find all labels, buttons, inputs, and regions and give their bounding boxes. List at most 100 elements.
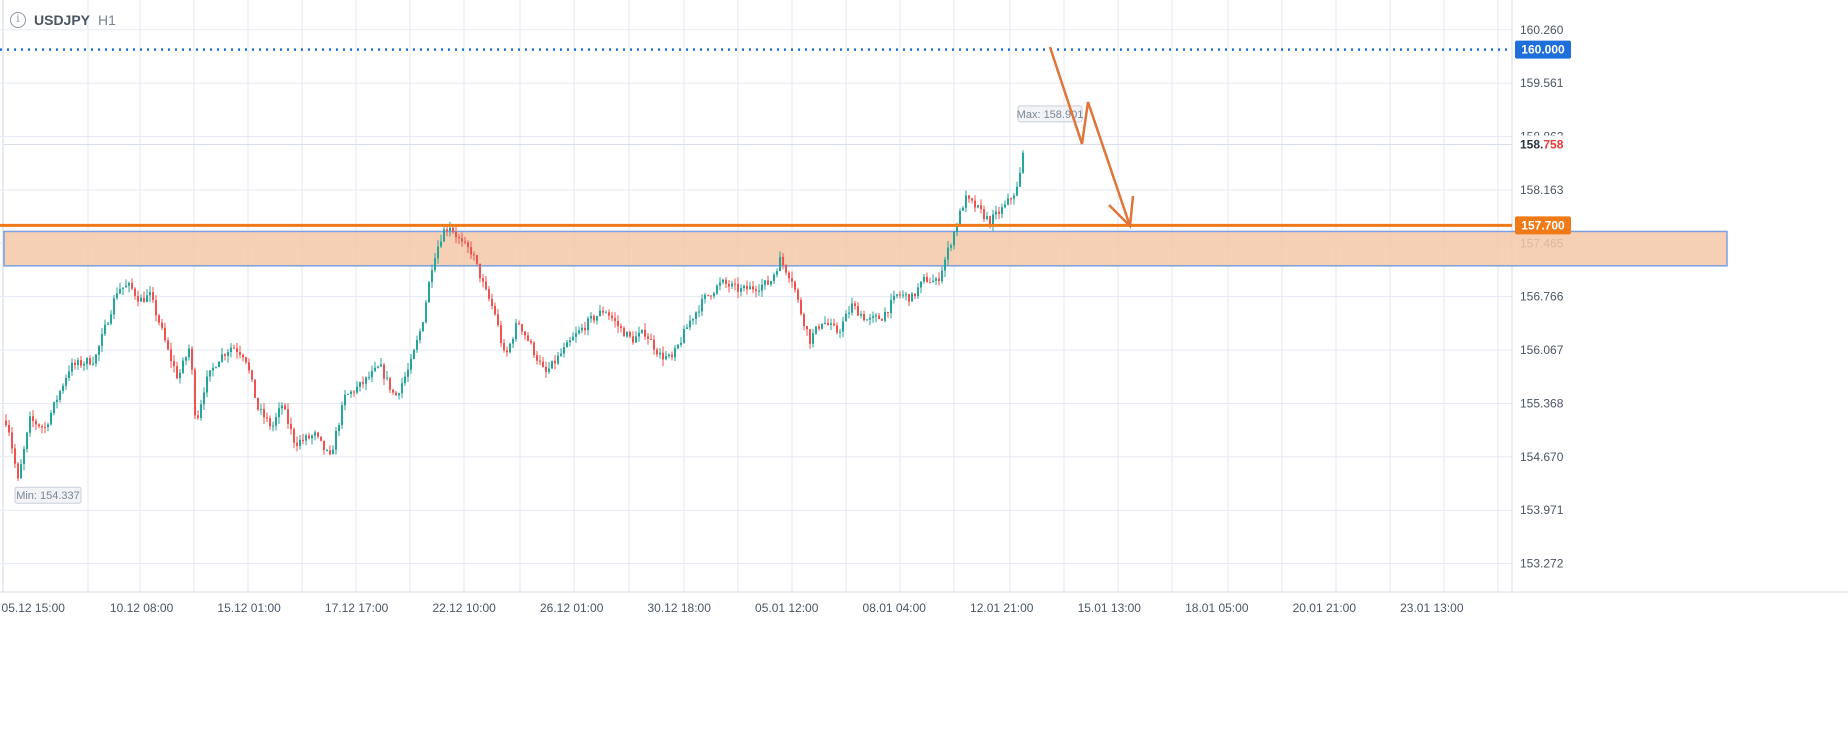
candle-body: [839, 331, 841, 333]
candle-body: [542, 361, 544, 367]
candle-body: [737, 283, 739, 292]
candle-body: [980, 205, 982, 210]
last-price-tag: [1515, 135, 1571, 154]
candle-body: [764, 280, 766, 285]
candle-body: [218, 361, 220, 368]
candle-body: [665, 356, 667, 360]
projection-arrowhead: [1108, 195, 1135, 229]
candle-body: [161, 322, 163, 328]
candle-body: [692, 318, 694, 321]
candle-body: [809, 329, 811, 344]
timeframe-label[interactable]: H1: [98, 12, 116, 28]
candle-body: [1013, 195, 1015, 199]
candle-body: [194, 369, 196, 416]
candle-body: [350, 391, 352, 395]
candle-body: [35, 420, 37, 425]
candle-body: [365, 377, 367, 384]
candle-body: [443, 229, 445, 242]
candle-body: [158, 315, 160, 323]
candle-body: [191, 348, 193, 370]
candle-body: [437, 246, 439, 259]
candle-body: [632, 336, 634, 343]
candle-body: [275, 417, 277, 426]
candle-body: [206, 376, 208, 393]
y-tick-label: 156.067: [1520, 343, 1564, 357]
candle-body: [821, 323, 823, 329]
candle-body: [758, 290, 760, 292]
candle-body: [95, 354, 97, 364]
candle-body: [965, 195, 967, 208]
candle-body: [623, 328, 625, 337]
chart-header: i USDJPY H1: [10, 12, 116, 28]
candle-body: [251, 370, 253, 380]
x-tick-label: 05.01 12:00: [755, 601, 819, 615]
candle-body: [458, 237, 460, 239]
candle-body: [416, 340, 418, 350]
x-tick-label: 12.01 21:00: [970, 601, 1034, 615]
candle-body: [341, 405, 343, 426]
candle-body: [395, 392, 397, 396]
candle-body: [203, 392, 205, 405]
candle-body: [818, 326, 820, 329]
candle-body: [494, 305, 496, 315]
symbol-label[interactable]: USDJPY: [34, 12, 91, 28]
candle-body: [125, 285, 127, 288]
candle-body: [293, 429, 295, 443]
candle-body: [362, 382, 364, 384]
candle-body: [455, 231, 457, 238]
candle-body: [749, 286, 751, 290]
candle-body: [23, 448, 25, 465]
candle-body: [287, 409, 289, 424]
candle-body: [317, 432, 319, 437]
candle-body: [1004, 204, 1006, 208]
candle-body: [782, 256, 784, 266]
candle-body: [113, 298, 115, 315]
candle-body: [8, 425, 10, 433]
candle-body: [974, 200, 976, 208]
candle-body: [263, 408, 265, 418]
candle-body: [551, 360, 553, 369]
candle-body: [572, 336, 574, 341]
candle-body: [830, 323, 832, 325]
candle-body: [656, 349, 658, 355]
candle-body: [464, 241, 466, 243]
candle-body: [851, 303, 853, 313]
candle-body: [368, 377, 370, 379]
candle-body: [110, 314, 112, 324]
candle-body: [659, 352, 661, 355]
candle-body: [722, 279, 724, 283]
candle-body: [788, 272, 790, 279]
candle-body: [971, 198, 973, 201]
candle-body: [329, 450, 331, 455]
candle-body: [734, 283, 736, 285]
candle-body: [65, 377, 67, 386]
candle-body: [674, 348, 676, 358]
candle-body: [686, 327, 688, 330]
candle-body: [173, 361, 175, 367]
candle-body: [11, 432, 13, 449]
candle-body: [950, 245, 952, 248]
candle-body: [320, 436, 322, 441]
candle-body: [491, 298, 493, 306]
candle-body: [419, 331, 421, 341]
candle-body: [932, 280, 934, 283]
candle-body: [1016, 186, 1018, 196]
candle-body: [776, 271, 778, 275]
candle-body: [404, 376, 406, 384]
candle-body: [14, 448, 16, 464]
candle-body: [578, 330, 580, 334]
info-icon[interactable]: i: [10, 12, 26, 28]
candle-body: [716, 285, 718, 294]
candle-body: [683, 329, 685, 343]
candle-body: [146, 295, 148, 302]
candle-body: [1007, 198, 1009, 205]
support-zone: [3, 230, 1728, 267]
candle-body: [356, 386, 358, 393]
candle-body: [875, 315, 877, 317]
candle-body: [164, 327, 166, 341]
candle-body: [611, 315, 613, 319]
candle-body: [983, 209, 985, 219]
candle-body: [122, 287, 124, 289]
